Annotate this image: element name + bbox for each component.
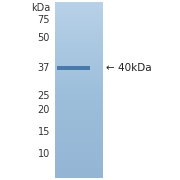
Text: 37: 37 [38, 63, 50, 73]
Text: 20: 20 [38, 105, 50, 115]
Text: 75: 75 [37, 15, 50, 25]
Text: ← 40kDa: ← 40kDa [106, 63, 152, 73]
Text: 25: 25 [37, 91, 50, 101]
Text: 15: 15 [38, 127, 50, 137]
Text: kDa: kDa [31, 3, 50, 13]
Text: 10: 10 [38, 149, 50, 159]
Bar [57, 66, 90, 70]
Text: 50: 50 [38, 33, 50, 43]
